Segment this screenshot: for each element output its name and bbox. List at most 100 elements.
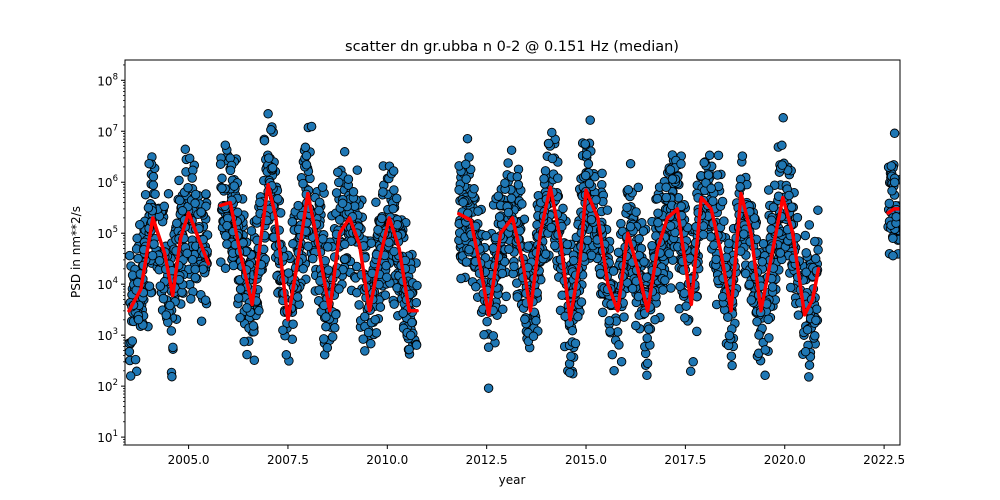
scatter-point [366,338,376,349]
scatter-point [558,203,568,214]
scatter-point [196,207,206,217]
scatter-point [614,340,624,350]
scatter-point [168,342,178,353]
scatter-point [711,254,721,265]
x-tick-label: 2005.0 [168,453,210,467]
scatter-point [801,248,811,258]
scatter-point [503,158,513,168]
scatter-point [215,159,226,169]
scatter-point [775,248,786,258]
scatter-point [371,328,382,338]
scatter-point [150,189,160,199]
scatter-point [266,125,276,135]
scatter-point [584,178,595,189]
scatter-point [543,138,554,149]
scatter-point [760,345,771,355]
scatter-point [220,263,231,274]
scatter-point [652,193,663,204]
scatter-point [388,204,398,214]
scatter-point [512,292,523,302]
scatter-point [300,142,311,153]
scatter-point [550,240,560,251]
scatter-point [661,182,671,193]
scatter-point [246,226,257,236]
scatter-point [887,186,897,196]
scatter-point [888,233,898,244]
scatter-point [381,260,391,271]
scatter-point [127,270,138,280]
scatter-point [531,315,541,326]
scatter-point [681,301,691,311]
scatter-point [688,357,698,367]
scatter-point [147,250,158,261]
scatter-point [370,314,380,325]
scatter-point [631,320,641,331]
scatter-point [517,199,527,209]
scatter-point [149,239,159,249]
scatter-point [520,314,530,325]
scatter-point [308,253,318,264]
scatter-point [675,281,685,292]
scatter-point [633,182,644,193]
scatter-point [482,316,492,327]
scatter-point [757,257,768,267]
scatter-point [190,198,200,209]
scatter-point [613,247,624,258]
scatter-point [331,188,342,198]
scatter-point [458,197,468,208]
scatter-point [619,312,629,322]
scatter-point [785,282,796,293]
scatter-point [800,346,811,357]
scatter-point [343,174,354,184]
scatter-point [135,219,145,230]
scatter-point [281,350,292,360]
scatter-point [703,170,714,180]
scatter-point [319,334,329,344]
scatter-point [298,178,308,189]
scatter-point [717,196,728,207]
chart-title: scatter dn gr.ubba n 0-2 @ 0.151 Hz (med… [345,39,679,55]
scatter-point [288,239,298,249]
x-tick-label: 2022.5 [863,453,905,467]
scatter-point [301,160,312,170]
scatter-point [676,159,686,169]
scatter-point [623,184,634,195]
scatter-point [667,174,678,184]
scatter-point [680,313,690,323]
x-tick-label: 2020.0 [764,453,806,467]
scatter-point [713,150,724,161]
scatter-point [125,250,135,261]
scatter-point [513,180,524,190]
scatter-point [301,150,312,161]
scatter-point [254,305,264,316]
scatter-point [275,208,286,218]
scatter-point [754,330,764,340]
scatter-point [407,317,417,328]
scatter-point [216,257,226,267]
scatter-point [412,280,422,291]
scatter-point [314,197,325,208]
scatter-point [133,314,144,325]
scatter-point [744,279,755,290]
scatter-point [740,268,751,279]
scatter-point [580,170,591,181]
scatter-point [726,351,737,361]
scatter-point [333,167,343,177]
scatter-point [583,159,594,169]
scatter-point [504,244,514,254]
scatter-point [339,239,350,250]
scatter-point [334,177,344,188]
scatter-point [464,244,474,255]
scatter-point [166,326,177,336]
scatter-point [144,158,154,169]
scatter-point [706,183,716,194]
scatter-point [573,311,583,322]
scatter-point [331,309,341,320]
scatter-point [259,135,270,146]
scatter-point [884,198,895,209]
scatter-point [497,268,508,279]
scatter-point [398,308,408,318]
scatter-point [389,299,399,309]
scatter-point [777,140,787,151]
scatter-point [607,349,618,360]
